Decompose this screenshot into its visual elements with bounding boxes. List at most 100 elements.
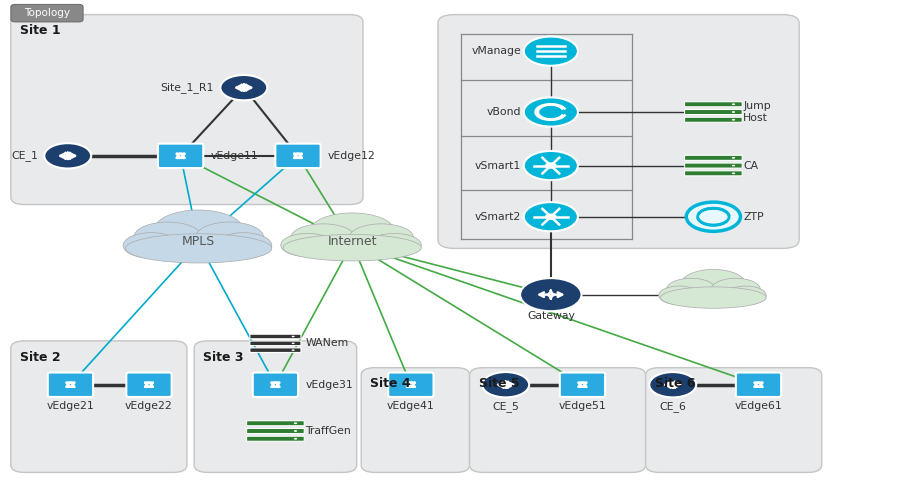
Circle shape (731, 172, 734, 174)
Text: vManage: vManage (471, 46, 520, 56)
Circle shape (544, 213, 557, 220)
Circle shape (520, 278, 581, 311)
FancyBboxPatch shape (48, 373, 93, 397)
Text: Site_1_R1: Site_1_R1 (161, 82, 214, 93)
Text: CE_1: CE_1 (11, 150, 38, 161)
FancyBboxPatch shape (684, 102, 741, 107)
Text: vSmart1: vSmart1 (474, 161, 520, 170)
Text: Topology: Topology (24, 8, 69, 18)
Circle shape (523, 37, 577, 66)
Text: Site 2: Site 2 (20, 351, 60, 364)
Circle shape (523, 151, 577, 180)
FancyBboxPatch shape (361, 368, 469, 472)
Ellipse shape (281, 233, 334, 257)
Circle shape (523, 97, 577, 127)
Circle shape (686, 202, 740, 231)
FancyBboxPatch shape (250, 334, 300, 339)
Ellipse shape (123, 233, 179, 258)
Circle shape (523, 202, 577, 231)
FancyBboxPatch shape (253, 373, 298, 397)
FancyBboxPatch shape (246, 436, 304, 441)
Ellipse shape (215, 233, 272, 258)
Text: CA: CA (742, 161, 758, 170)
Ellipse shape (309, 213, 394, 249)
Circle shape (293, 438, 297, 440)
Circle shape (731, 119, 734, 121)
Circle shape (482, 372, 529, 397)
Ellipse shape (724, 286, 765, 305)
FancyBboxPatch shape (11, 341, 187, 472)
Circle shape (291, 349, 294, 351)
Text: vEdge21: vEdge21 (47, 401, 94, 411)
Ellipse shape (195, 222, 263, 253)
Text: vEdge12: vEdge12 (327, 151, 375, 161)
Ellipse shape (680, 269, 745, 299)
Circle shape (731, 111, 734, 113)
Text: Site 3: Site 3 (203, 351, 244, 364)
FancyBboxPatch shape (250, 348, 300, 353)
Circle shape (544, 162, 557, 169)
Ellipse shape (658, 286, 699, 305)
Text: Internet: Internet (327, 235, 376, 247)
FancyBboxPatch shape (684, 110, 741, 114)
Circle shape (220, 75, 267, 100)
Text: CE_5: CE_5 (492, 401, 519, 412)
FancyBboxPatch shape (246, 429, 304, 433)
Circle shape (291, 342, 294, 344)
Circle shape (291, 336, 294, 337)
FancyBboxPatch shape (194, 341, 356, 472)
FancyBboxPatch shape (246, 421, 304, 426)
Text: CE_6: CE_6 (658, 401, 686, 412)
Text: Gateway: Gateway (526, 311, 575, 321)
Text: vSmart2: vSmart2 (474, 212, 520, 222)
FancyBboxPatch shape (11, 15, 363, 205)
Text: Site 6: Site 6 (654, 377, 695, 391)
Text: vEdge31: vEdge31 (305, 380, 353, 390)
FancyBboxPatch shape (735, 373, 780, 397)
FancyBboxPatch shape (250, 341, 300, 346)
Ellipse shape (153, 210, 244, 250)
Text: ZTP: ZTP (742, 212, 763, 222)
FancyBboxPatch shape (126, 373, 171, 397)
Ellipse shape (367, 233, 420, 257)
FancyBboxPatch shape (158, 144, 203, 168)
Circle shape (293, 430, 297, 432)
FancyBboxPatch shape (275, 144, 320, 168)
Text: vEdge61: vEdge61 (734, 401, 781, 411)
FancyBboxPatch shape (684, 163, 741, 168)
FancyBboxPatch shape (388, 373, 433, 397)
Ellipse shape (290, 224, 354, 252)
Text: vBond: vBond (486, 107, 520, 117)
Circle shape (731, 165, 734, 167)
Text: Site 1: Site 1 (20, 24, 60, 37)
FancyBboxPatch shape (559, 373, 604, 397)
Circle shape (44, 143, 91, 169)
Ellipse shape (133, 222, 202, 253)
Circle shape (731, 103, 734, 105)
FancyBboxPatch shape (11, 4, 83, 22)
FancyBboxPatch shape (645, 368, 821, 472)
Text: TraffGen: TraffGen (305, 426, 351, 436)
Text: MPLS: MPLS (182, 235, 215, 247)
Text: vEdge51: vEdge51 (558, 401, 605, 411)
FancyBboxPatch shape (684, 155, 741, 160)
Text: Site 5: Site 5 (478, 377, 519, 391)
Ellipse shape (666, 278, 715, 301)
Ellipse shape (349, 224, 413, 252)
Ellipse shape (125, 234, 272, 263)
Text: vEdge41: vEdge41 (387, 401, 434, 411)
Text: Jump
Host: Jump Host (742, 101, 770, 123)
Circle shape (731, 157, 734, 159)
Text: vEdge11: vEdge11 (210, 151, 258, 161)
Circle shape (293, 422, 297, 424)
Text: WANem: WANem (305, 338, 348, 348)
Text: Site 4: Site 4 (370, 377, 410, 391)
FancyBboxPatch shape (469, 368, 645, 472)
Circle shape (649, 372, 695, 397)
Text: vEdge22: vEdge22 (125, 401, 172, 411)
FancyBboxPatch shape (684, 171, 741, 176)
FancyBboxPatch shape (437, 15, 798, 248)
Ellipse shape (710, 278, 759, 301)
Ellipse shape (283, 234, 420, 261)
Ellipse shape (659, 287, 765, 308)
